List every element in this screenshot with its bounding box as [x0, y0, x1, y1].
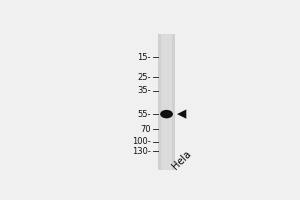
- Ellipse shape: [160, 110, 173, 118]
- Text: 25-: 25-: [137, 73, 151, 82]
- Text: 55-: 55-: [137, 110, 151, 119]
- Text: 130-: 130-: [132, 147, 151, 156]
- Text: 100-: 100-: [132, 137, 151, 146]
- Text: 15-: 15-: [137, 53, 151, 62]
- Text: 35-: 35-: [137, 86, 151, 95]
- Polygon shape: [177, 109, 186, 119]
- Text: Hela: Hela: [170, 148, 193, 171]
- Bar: [158, 34, 176, 170]
- Bar: [161, 34, 172, 170]
- Text: 70: 70: [140, 125, 151, 134]
